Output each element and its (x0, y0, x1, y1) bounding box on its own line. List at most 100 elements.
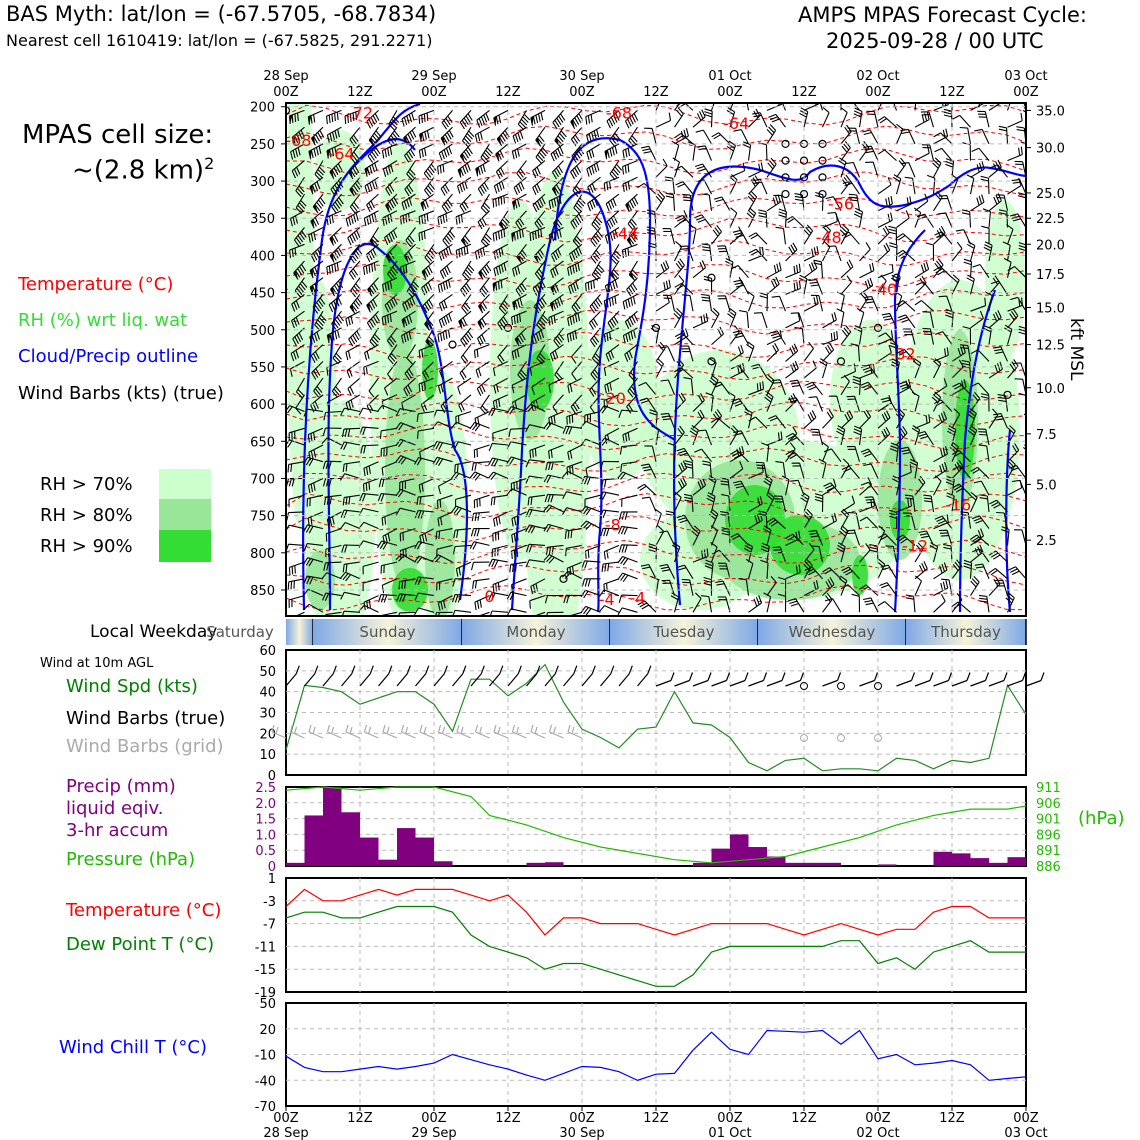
wind-barb (591, 210, 603, 231)
wind-barb (851, 593, 861, 613)
wind-barb (898, 314, 916, 329)
precip-bar (434, 861, 453, 866)
wind-barb (626, 277, 638, 297)
wind-barb-grid (308, 724, 324, 739)
wind-barb (992, 346, 1009, 362)
wind-barb (659, 563, 675, 580)
wind-barb (1025, 279, 1026, 295)
wind-barb-true (396, 665, 411, 687)
wind-barb (758, 142, 768, 161)
wind-barb (625, 109, 639, 129)
wind-barb (822, 567, 842, 580)
wind-barb (804, 566, 823, 580)
wind-barb-true (526, 665, 541, 687)
wind-barb (303, 543, 324, 552)
wind-barb (622, 427, 638, 443)
wind-barb (590, 361, 601, 381)
wind-barb (1005, 592, 1015, 613)
wind-barb (506, 488, 527, 496)
temp-panel-tick-label: -15 (255, 963, 276, 978)
wind-barb (662, 228, 676, 245)
wind-barb-pennant (292, 135, 296, 145)
wind-barb (366, 310, 380, 330)
wind-barb (488, 407, 509, 417)
wind-barb (367, 143, 381, 163)
wind-barb (911, 425, 921, 446)
wind-barb (421, 277, 435, 296)
wind-barb (947, 425, 957, 446)
wind-barb (508, 427, 527, 438)
wind-barb-true (285, 665, 300, 687)
wind-barb-pennant (497, 136, 502, 146)
wind-barb (951, 450, 971, 463)
nearest-cell-subtitle: Nearest cell 1610419: lat/lon = (-67.582… (6, 31, 433, 50)
wind-barb (821, 441, 829, 462)
wind-barb (604, 143, 620, 160)
bottom-day-label: 28 Sep (263, 1126, 308, 1140)
wind-barb (892, 174, 902, 195)
wind-barb (746, 207, 757, 228)
wind-barb (436, 578, 453, 591)
pressure-tick-label: 400 (250, 249, 275, 264)
wind-barb (380, 611, 398, 616)
cell-size-label: MPAS cell size: (22, 120, 214, 150)
wind-barb (381, 578, 398, 594)
wind-barb (618, 594, 638, 603)
weekday-cell (286, 619, 313, 645)
wind-barb (586, 143, 601, 160)
calm-circle (707, 357, 716, 366)
wind-barb (1006, 458, 1016, 479)
wind-barb (350, 277, 362, 298)
wind-barb (369, 327, 381, 348)
wind-barb (400, 327, 416, 344)
wind-barb (288, 427, 305, 441)
wind-barb-pennant (478, 270, 483, 280)
temperature-contour-label: -64 (1130, 159, 1140, 178)
wind-barb (951, 103, 953, 111)
wind-barb (377, 594, 398, 603)
wind-barb (821, 107, 830, 128)
wind-barb (825, 196, 842, 212)
wind-barb (303, 524, 324, 534)
wind-barb (492, 427, 509, 442)
rh-region (422, 340, 438, 400)
wind-barb (959, 344, 972, 362)
wind-barb (896, 249, 916, 262)
calm-circle (286, 106, 291, 115)
wind-barb (710, 417, 731, 429)
wind-barb (914, 414, 931, 429)
wind-barb (896, 210, 910, 228)
wind-barb-pennant (552, 186, 557, 196)
wind-barb (437, 595, 453, 611)
wind-barb (935, 331, 953, 345)
wind-barb (617, 525, 638, 535)
wind-barb (752, 112, 768, 128)
wind-barb (381, 461, 398, 476)
wind-barb (511, 528, 527, 543)
temperature-contour (286, 585, 1026, 612)
wind-barb (680, 345, 694, 362)
wind-barb (640, 145, 657, 161)
wind-barb (295, 193, 307, 214)
wind-barb (808, 279, 824, 295)
precip-bar (878, 864, 897, 866)
wind-barb (488, 558, 509, 568)
wind-barb (889, 242, 898, 262)
cell-size-exponent: 2 (204, 154, 215, 173)
wind-barb (580, 505, 601, 516)
wind-barb (435, 611, 453, 616)
wind-barb (692, 393, 705, 412)
wind-barb-grid (289, 724, 305, 739)
wind-barb (532, 193, 546, 213)
wind-barb (781, 475, 790, 496)
wind-barb (290, 143, 305, 160)
wind-barb (475, 360, 490, 378)
wind-barb (460, 344, 472, 364)
wind-barb (732, 229, 749, 245)
wind-barb (674, 425, 685, 446)
wind-barb (546, 611, 564, 616)
precip-panel-tick-label: 2.0 (255, 797, 276, 812)
wind-barb (511, 344, 527, 360)
wind-barb (492, 226, 509, 242)
wind-barb (535, 126, 546, 147)
